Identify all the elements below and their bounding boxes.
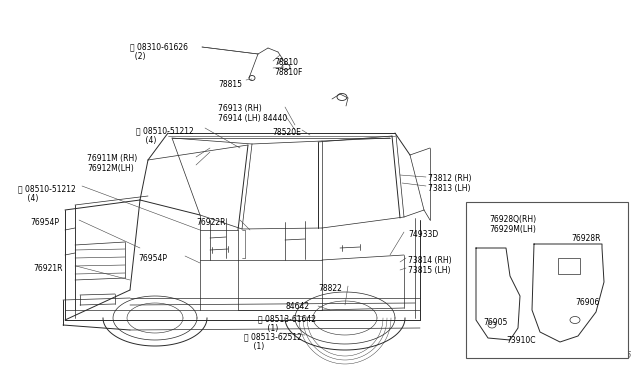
Text: 76911M (RH): 76911M (RH) [87,154,137,163]
Text: Ⓜ 08513-61642
    (1): Ⓜ 08513-61642 (1) [258,314,316,333]
Text: 76914 (LH) 84440: 76914 (LH) 84440 [218,114,287,123]
Text: Ⓜ 08510-51212
    (4): Ⓜ 08510-51212 (4) [18,184,76,203]
Text: 76954P: 76954P [30,218,59,227]
Text: Ⓜ 08310-61626
  (2): Ⓜ 08310-61626 (2) [130,42,188,61]
Text: 76928R: 76928R [571,234,600,243]
Bar [466,202,628,358]
Text: 76929M(LH): 76929M(LH) [489,225,536,234]
Text: 73812 (RH): 73812 (RH) [428,174,472,183]
Text: 78520E: 78520E [272,128,301,137]
Text: Ⓜ 08513-62512
    (1): Ⓜ 08513-62512 (1) [244,332,302,352]
Text: 76921R: 76921R [33,264,63,273]
Text: 78810: 78810 [274,58,298,67]
Text: 73813 (LH): 73813 (LH) [428,184,470,193]
Text: 76928Q(RH): 76928Q(RH) [489,215,536,224]
Text: 73814 (RH): 73814 (RH) [408,256,452,265]
Text: 76922R: 76922R [196,218,225,227]
Text: 76906: 76906 [575,298,600,307]
Text: 76913 (RH): 76913 (RH) [218,104,262,113]
Text: 78815: 78815 [218,80,242,89]
Text: 78822: 78822 [318,284,342,293]
Text: 76912M(LH): 76912M(LH) [87,164,134,173]
Text: A769 i0 75: A769 i0 75 [590,351,632,360]
Text: 76954P: 76954P [138,254,167,263]
Bar [558,258,580,274]
Text: 73910C: 73910C [506,336,536,345]
Text: 84642: 84642 [286,302,310,311]
Text: 76905: 76905 [483,318,508,327]
Text: Ⓜ 08510-51212
    (4): Ⓜ 08510-51212 (4) [136,126,194,145]
Text: 74933D: 74933D [408,230,438,239]
Text: 73815 (LH): 73815 (LH) [408,266,451,275]
Text: 78810F: 78810F [274,68,302,77]
